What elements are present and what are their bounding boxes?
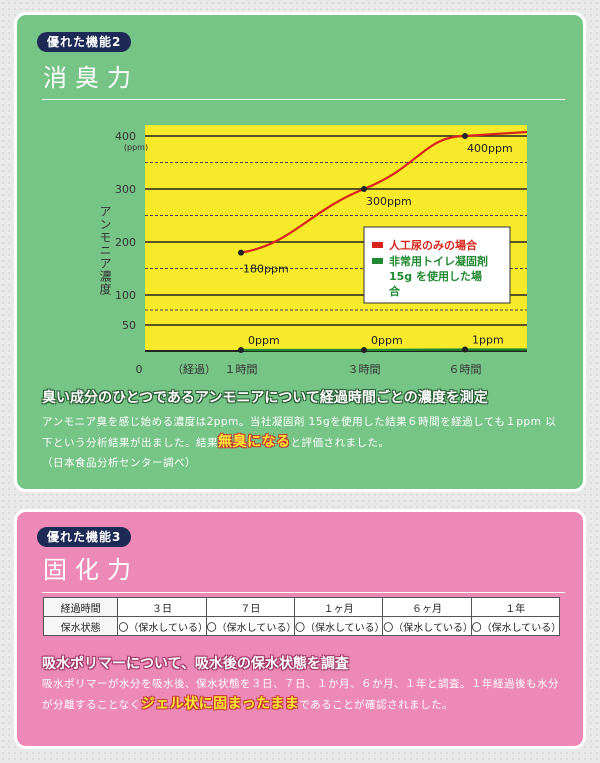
title-underline	[42, 99, 565, 100]
table-col-header: １ヶ月	[293, 597, 384, 617]
ammonia-chart: 50 100 200 300 400 (ppm) アンモニア濃度 0 （経過） １時間 ３…	[98, 125, 528, 376]
table-col-header: ７日	[205, 597, 295, 617]
measurement-heading: 臭い成分のひとつであるアンモニアについて経過時間ごとの濃度を測定	[42, 390, 488, 406]
measurement-description: アンモニア臭を感じ始める濃度は2ppm。当社凝固剤 15gを使用した結果６時間を…	[42, 412, 567, 473]
table-row-label: 保水状態	[42, 616, 119, 636]
data-label-coagulant: 0ppm	[371, 334, 403, 347]
section-title: 固化力	[43, 556, 139, 584]
retention-table: 経過時間 ３日 ７日 １ヶ月 ６ヶ月 １年 保水状態 〇（保水している） 〇（保…	[42, 597, 561, 636]
description-text-2: であることが確認されました。	[299, 699, 454, 711]
y-tick-label: 200	[115, 236, 136, 249]
x-axis-label: （経過）	[172, 363, 216, 376]
description-text-1: 吸水ポリマーが水分を吸水後、保水状態を３日、７日、１か月、６か月、１年と調査。１…	[42, 678, 559, 711]
description-text-1: アンモニア臭を感じ始める濃度は2ppm。当社凝固剤 15gを使用した結果６時間を…	[42, 416, 557, 449]
y-tick-label: 400	[115, 130, 136, 143]
y-axis-label: アンモニア濃度	[98, 205, 112, 296]
data-label-urine: 180ppm	[243, 263, 289, 276]
data-label-coagulant: 1ppm	[472, 333, 504, 346]
legend-label-coagulant-2: 15g を使用した場	[389, 269, 482, 283]
y-tick-label: 50	[122, 319, 136, 332]
legend-swatch-urine	[372, 242, 383, 248]
table-cell: 〇（保水している）	[382, 616, 473, 636]
data-point-coagulant	[238, 347, 244, 353]
source-note: （日本食品分析センター調べ）	[42, 457, 196, 469]
solidifying-card: 優れた機能3 固化力 経過時間 ３日 ７日 １ヶ月 ６ヶ月 １年 保水状態 〇（…	[14, 509, 586, 749]
retention-description: 吸水ポリマーが水分を吸水後、保水状態を３日、７日、１か月、６か月、１年と調査。１…	[42, 674, 567, 715]
table-col-header: ３日	[117, 597, 207, 617]
deodorizing-card: 優れた機能2 消臭力 50 100 200 300 400 (ppm) アンモニア濃度 …	[14, 12, 586, 492]
legend-label-coagulant-3: 合	[389, 284, 401, 298]
legend-swatch-coagulant	[372, 258, 383, 264]
data-point-coagulant	[361, 347, 367, 353]
legend-label-coagulant-1: 非常用トイレ凝固剤	[389, 254, 488, 268]
data-point-urine	[462, 133, 468, 139]
feature-tag: 優れた機能3	[37, 527, 132, 547]
table-cell: 〇（保水している）	[117, 616, 208, 636]
data-label-urine: 400ppm	[467, 142, 513, 155]
table-row: 保水状態 〇（保水している） 〇（保水している） 〇（保水している） 〇（保水し…	[42, 616, 561, 636]
feature-tag: 優れた機能2	[37, 32, 132, 52]
data-point-urine	[238, 249, 244, 256]
series-line-coagulant	[241, 348, 527, 352]
data-point-urine	[361, 186, 367, 192]
table-cell: 〇（保水している）	[470, 616, 561, 636]
table-col-header: ６ヶ月	[382, 597, 472, 617]
y-tick-label: 300	[115, 183, 136, 196]
retention-heading: 吸水ポリマーについて、吸水後の保水状態を調査	[42, 656, 349, 672]
x-tick-label: ３時間	[348, 363, 381, 376]
title-underline	[42, 592, 565, 593]
legend-box	[363, 226, 511, 304]
emphasis-odorless: 無臭になる	[218, 434, 291, 450]
x-tick-label: １時間	[225, 363, 258, 376]
origin-label: 0	[136, 363, 143, 376]
table-cell: 〇（保水している）	[205, 616, 296, 636]
data-label-coagulant: 0ppm	[248, 334, 280, 347]
data-label-urine: 300ppm	[366, 195, 412, 208]
y-unit: (ppm)	[124, 143, 148, 152]
x-tick-label: ６時間	[449, 363, 482, 376]
description-text-2: と評価されました。	[290, 437, 390, 449]
table-header-row: 経過時間 ３日 ７日 １ヶ月 ６ヶ月 １年	[42, 597, 561, 617]
data-point-coagulant	[462, 346, 468, 353]
table-col-header: １年	[470, 597, 561, 617]
table-cell: 〇（保水している）	[293, 616, 385, 636]
table-header-label: 経過時間	[42, 597, 119, 617]
emphasis-gel: ジェル状に固まったまま	[140, 696, 300, 712]
section-title: 消臭力	[43, 64, 139, 92]
legend-label-urine: 人工尿のみの場合	[389, 238, 478, 252]
y-tick-label: 100	[115, 289, 136, 302]
